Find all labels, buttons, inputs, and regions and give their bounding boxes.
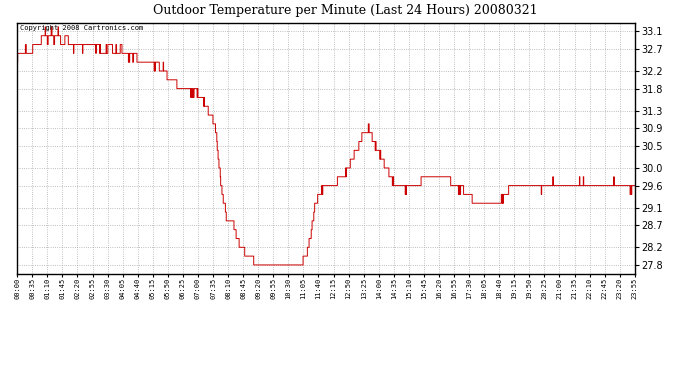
Text: Outdoor Temperature per Minute (Last 24 Hours) 20080321: Outdoor Temperature per Minute (Last 24 … <box>152 4 538 17</box>
Text: Copyright 2008 Cartronics.com: Copyright 2008 Cartronics.com <box>20 25 144 31</box>
